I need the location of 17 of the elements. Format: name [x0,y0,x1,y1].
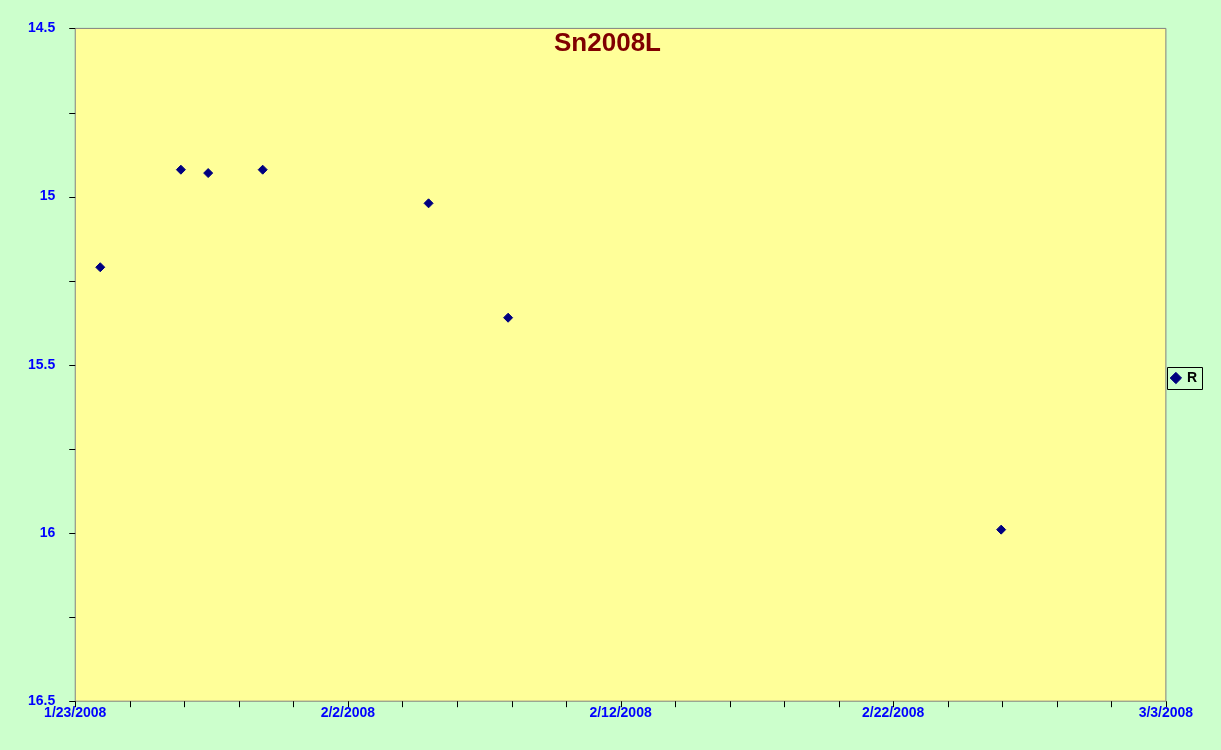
y-tick-label: 15 [39,187,56,204]
x-tick-label: 3/3/2008 [1138,703,1194,720]
chart-title: Sn2008L [554,27,662,58]
point [996,524,1007,535]
legend-label: R [1186,368,1198,385]
y-tick-label: 14.5 [28,19,56,36]
point [257,164,268,175]
x-tick-label: 2/22/2008 [862,703,925,720]
point [95,262,106,273]
point [423,198,434,209]
point [203,168,214,179]
point [503,312,514,323]
point [175,164,186,175]
y-tick-label: 15.5 [28,355,56,372]
x-tick-label: 2/2/2008 [320,703,376,720]
y-tick-label: 16 [39,523,56,540]
x-tick-label: 2/12/2008 [589,703,652,720]
